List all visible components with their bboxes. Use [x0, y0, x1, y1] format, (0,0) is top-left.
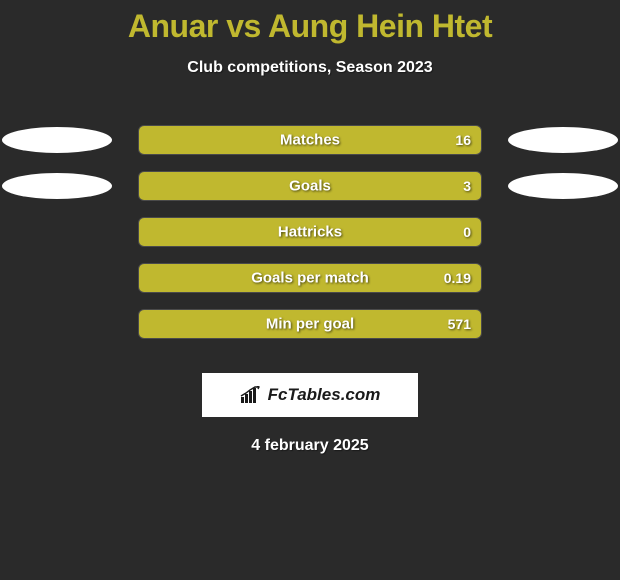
stat-value-right: 0.19 [444, 270, 471, 286]
subtitle: Club competitions, Season 2023 [0, 59, 620, 77]
fctables-logo[interactable]: FcTables.com [202, 373, 418, 417]
comparison-row: Min per goal 571 [0, 309, 620, 355]
stat-value-right: 16 [455, 132, 471, 148]
stat-label: Min per goal [266, 316, 354, 333]
stat-value-right: 3 [463, 178, 471, 194]
comparison-row: Hattricks 0 [0, 217, 620, 263]
stat-bar: Goals per match 0.19 [138, 263, 482, 293]
date-label: 4 february 2025 [0, 437, 620, 455]
stat-bar: Matches 16 [138, 125, 482, 155]
left-value-ellipse [2, 127, 112, 153]
stat-value-right: 0 [463, 224, 471, 240]
comparison-rows: Matches 16 Goals 3 Hattricks 0 Goals per match… [0, 125, 620, 355]
stat-value-right: 571 [448, 316, 471, 332]
stat-bar: Hattricks 0 [138, 217, 482, 247]
stat-label: Matches [280, 132, 340, 149]
page-title: Anuar vs Aung Hein Htet [0, 0, 620, 45]
right-value-ellipse [508, 127, 618, 153]
stat-bar: Min per goal 571 [138, 309, 482, 339]
left-value-ellipse [2, 173, 112, 199]
comparison-row: Goals 3 [0, 171, 620, 217]
logo-text: FcTables.com [268, 385, 381, 405]
chart-icon [240, 386, 262, 404]
stat-label: Goals [289, 178, 331, 195]
comparison-row: Goals per match 0.19 [0, 263, 620, 309]
stat-bar: Goals 3 [138, 171, 482, 201]
stat-label: Hattricks [278, 224, 342, 241]
comparison-row: Matches 16 [0, 125, 620, 171]
right-value-ellipse [508, 173, 618, 199]
stat-label: Goals per match [251, 270, 369, 287]
